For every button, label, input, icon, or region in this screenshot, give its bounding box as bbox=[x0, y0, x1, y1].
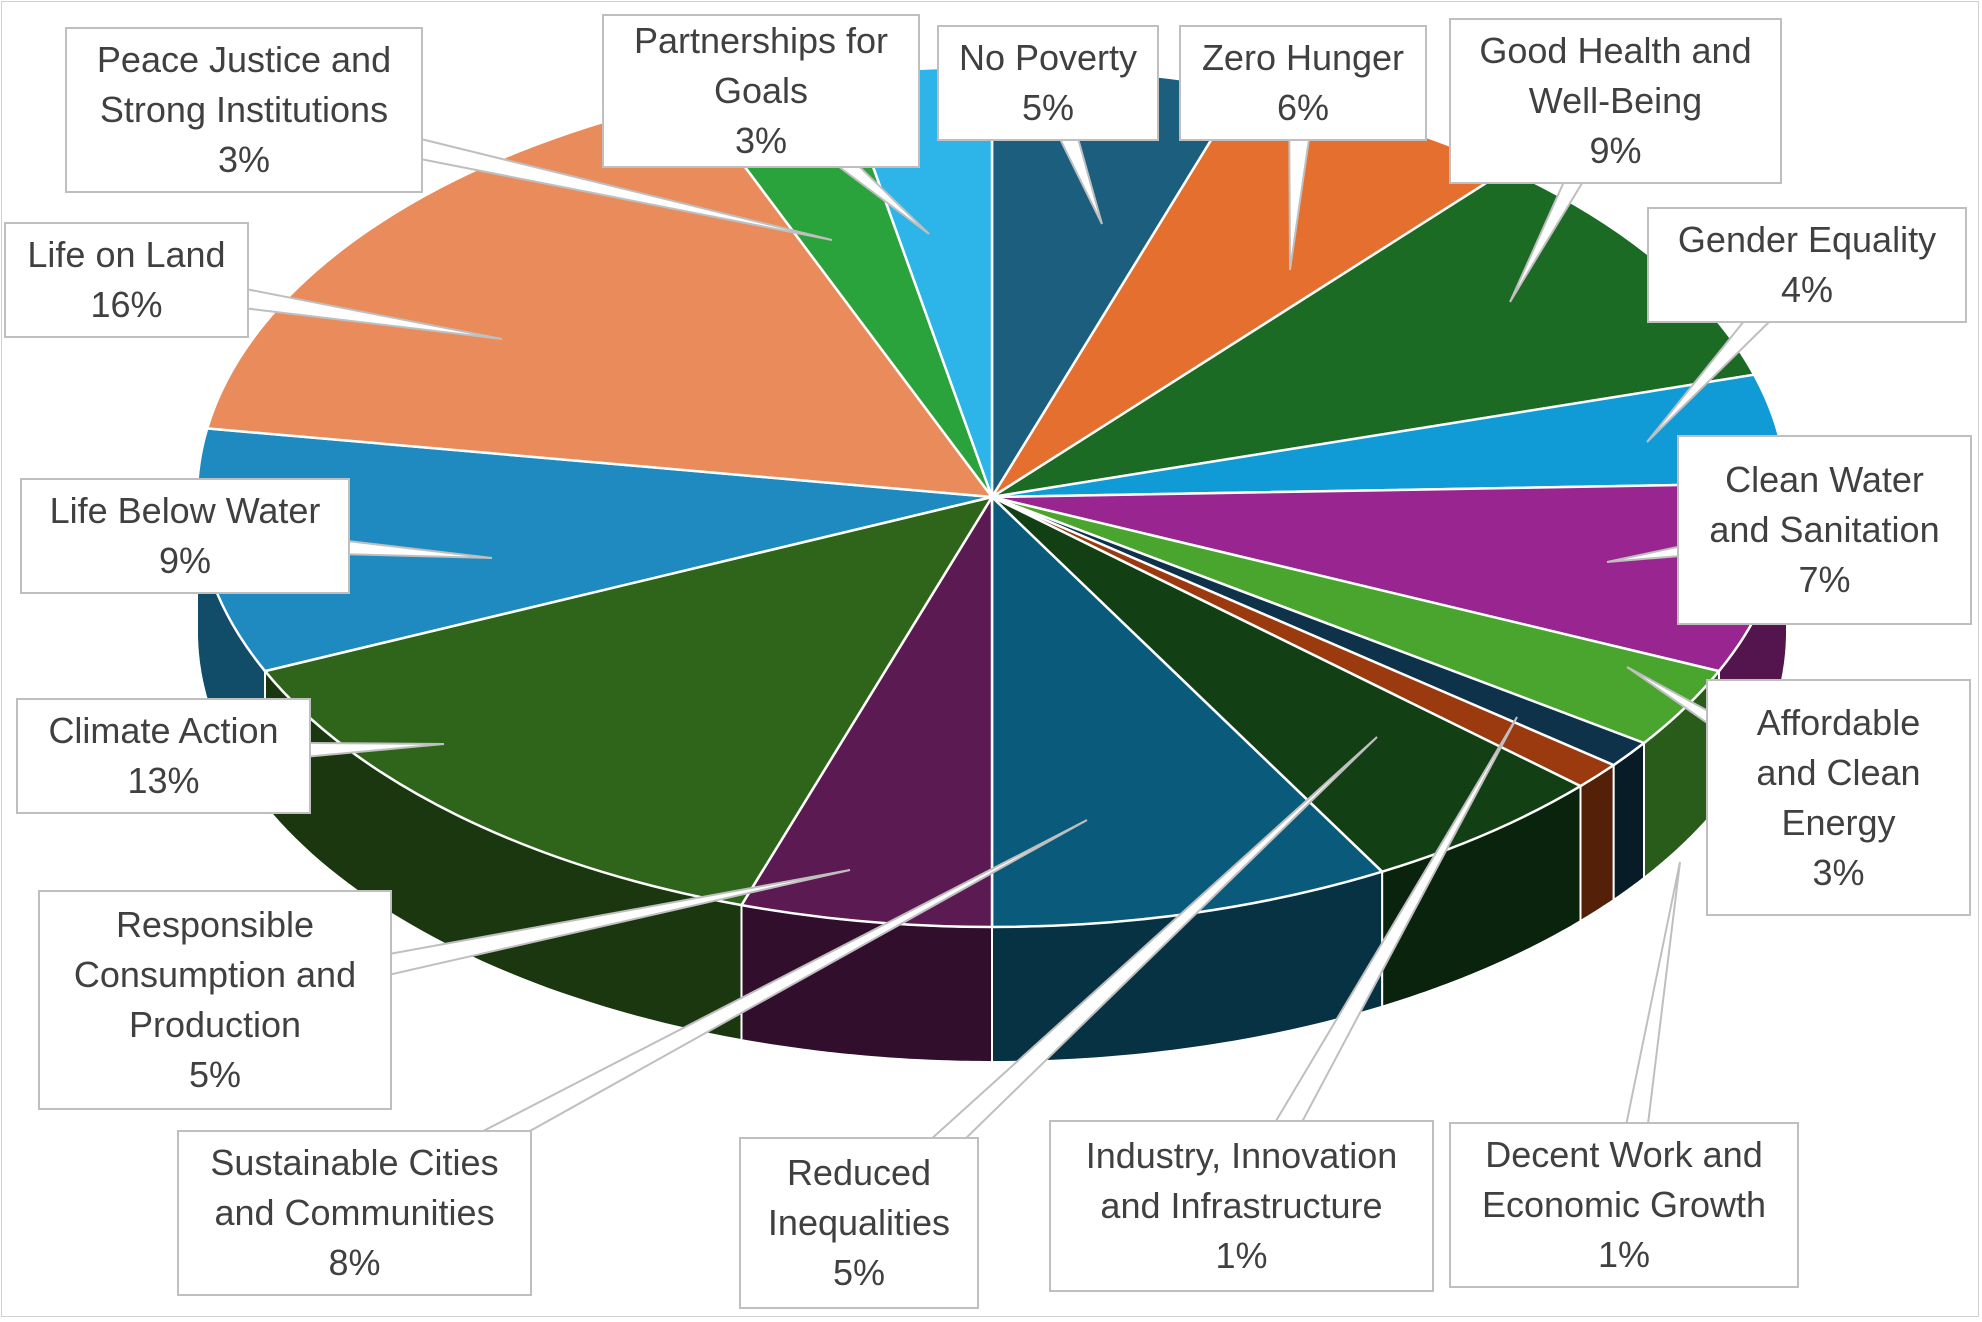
label-line: and Sanitation bbox=[1709, 509, 1940, 550]
label-percent: 5% bbox=[832, 1252, 886, 1293]
label-line: and Clean bbox=[1756, 751, 1921, 793]
label-line: Decent Work and bbox=[1485, 1134, 1763, 1175]
label-peace-justice-and-strong-institutions: Peace Justice and Strong Institutions 3% bbox=[65, 27, 423, 193]
label-climate-action: Climate Action 13% bbox=[16, 698, 311, 814]
label-decent-work-and-economic-growth: Decent Work and Economic Growth 1% bbox=[1449, 1122, 1799, 1288]
slice-reduced-inequalities bbox=[991, 495, 1584, 874]
label-line: Peace Justice and bbox=[96, 39, 392, 80]
pie-side-walls bbox=[196, 497, 1788, 1063]
label-industry-innovation-and-infrastructure: Industry, Innovation and Infrastructure 1% bbox=[1049, 1120, 1434, 1292]
pie-top-faces bbox=[195, 65, 1789, 929]
label-percent: 9% bbox=[1589, 130, 1642, 171]
label-line: Sustainable Cities bbox=[210, 1142, 499, 1183]
side-decent-work-and-economic-growth bbox=[1612, 740, 1645, 903]
label-line: Gender Equality bbox=[1677, 219, 1937, 260]
label-no-poverty: No Poverty 5% bbox=[937, 25, 1159, 141]
label-percent: 9% bbox=[158, 540, 212, 581]
label-responsible-consumption-and-production: Responsible Consumption and Production 5% bbox=[38, 890, 392, 1110]
label-affordable-and-clean-energy: Affordable and Clean Energy 3% bbox=[1706, 679, 1971, 916]
label-clean-water-and-sanitation: Clean Water and Sanitation 7% bbox=[1677, 435, 1972, 625]
label-reduced-inequalities: Reduced Inequalities 5% bbox=[739, 1137, 979, 1309]
label-line: Good Health and bbox=[1479, 30, 1752, 71]
label-partnerships-for-goals: Partnerships for Goals 3% bbox=[602, 14, 920, 168]
label-percent: 1% bbox=[1215, 1235, 1268, 1276]
label-percent: 6% bbox=[1276, 87, 1330, 128]
label-line: Consumption and bbox=[73, 954, 357, 995]
label-percent: 3% bbox=[1812, 851, 1865, 893]
label-line: Strong Institutions bbox=[99, 89, 389, 130]
label-percent: 13% bbox=[127, 760, 200, 801]
label-line: Energy bbox=[1781, 801, 1896, 843]
label-line: Life on Land bbox=[27, 234, 226, 275]
label-good-health-and-well-being: Good Health and Well-Being 9% bbox=[1449, 18, 1782, 184]
label-life-on-land: Life on Land 16% bbox=[4, 222, 249, 338]
slice-responsible-consumption-and-production bbox=[739, 492, 994, 929]
label-line: Economic Growth bbox=[1481, 1184, 1767, 1225]
label-line: Responsible bbox=[115, 904, 315, 945]
label-percent: 7% bbox=[1798, 559, 1851, 600]
label-percent: 3% bbox=[734, 120, 788, 161]
label-line: Life Below Water bbox=[49, 490, 321, 531]
label-line: Climate Action bbox=[48, 710, 279, 751]
label-line: Well-Being bbox=[1528, 80, 1703, 121]
label-line: and Infrastructure bbox=[1100, 1185, 1383, 1226]
label-line: and Communities bbox=[214, 1192, 495, 1233]
label-sustainable-cities-and-communities: Sustainable Cities and Communities 8% bbox=[177, 1130, 532, 1296]
label-line: Zero Hunger bbox=[1201, 37, 1405, 78]
label-zero-hunger: Zero Hunger 6% bbox=[1179, 25, 1427, 141]
label-line: No Poverty bbox=[958, 37, 1138, 78]
slice-life-on-land bbox=[205, 97, 995, 499]
label-line: Inequalities bbox=[767, 1202, 951, 1243]
label-percent: 8% bbox=[328, 1242, 381, 1283]
label-life-below-water: Life Below Water 9% bbox=[20, 478, 350, 594]
label-gender-equality: Gender Equality 4% bbox=[1647, 207, 1967, 323]
label-percent: 4% bbox=[1780, 269, 1834, 310]
label-line: Production bbox=[128, 1004, 302, 1045]
label-percent: 5% bbox=[188, 1054, 242, 1095]
label-line: Partnerships for bbox=[633, 20, 889, 61]
label-percent: 3% bbox=[217, 139, 271, 180]
side-industry-innovation-and-infrastructure bbox=[1579, 763, 1615, 923]
label-percent: 1% bbox=[1597, 1234, 1651, 1275]
label-line: Affordable bbox=[1756, 701, 1921, 743]
label-line: Industry, Innovation bbox=[1085, 1135, 1398, 1176]
label-percent: 16% bbox=[90, 284, 163, 325]
label-line: Goals bbox=[713, 70, 809, 111]
label-line: Clean Water bbox=[1725, 459, 1924, 500]
label-line: Reduced bbox=[786, 1152, 932, 1193]
label-percent: 5% bbox=[1021, 87, 1075, 128]
